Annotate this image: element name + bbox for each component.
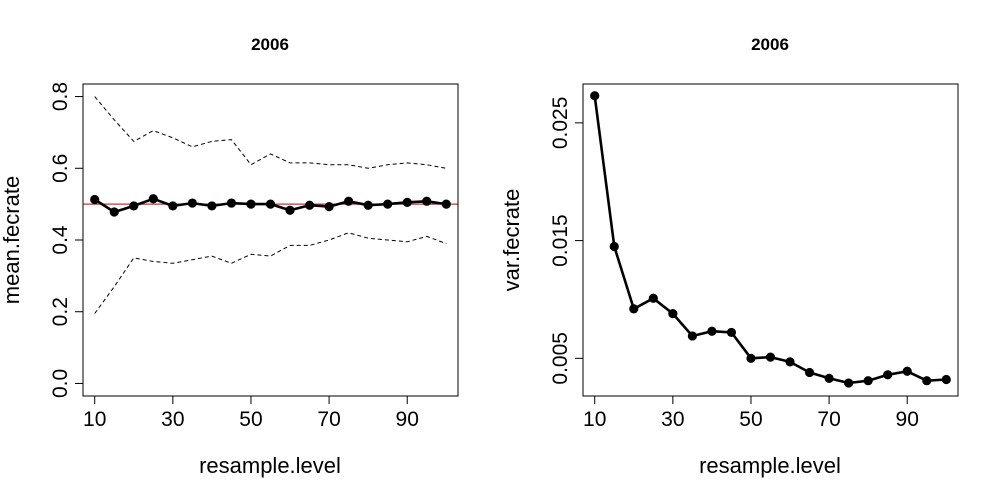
left-series-mean-point [187,198,197,208]
right-series-variance-point [785,357,795,367]
right-series-variance-point [863,376,873,386]
right-x-tick-label: 30 [661,408,684,431]
left-y-tick-label: 0.0 [49,369,72,398]
left-series-mean-point [344,196,354,206]
right-title: 2006 [751,35,789,54]
left-y-tick-label: 0.2 [49,297,72,326]
left-plot-frame [82,83,459,397]
left-x-tick-label: 10 [83,408,106,431]
right-series-variance-point [746,353,756,363]
left-x-tick-label: 90 [396,408,419,431]
left-series-mean-point [422,196,432,206]
right-series-variance-point [609,241,619,252]
right-series-variance-point [590,91,600,101]
right-series-variance-point [726,327,737,338]
left-x-tick-label: 70 [317,408,340,431]
right-series-variance-point [902,366,912,376]
left-x-tick-label: 30 [161,408,184,431]
left-series-mean-point [402,197,412,207]
left-y-tick-label: 0.6 [49,154,72,183]
right-series-variance-point [922,376,932,386]
right-x-tick-label: 90 [896,408,919,431]
left-series-mean-point [148,194,158,204]
right-y-tick-label: 0.005 [549,332,572,385]
right-x-tick-label: 50 [739,408,762,431]
left-panel: 2006 10 30 50 70 90 0.0 0.2 0.4 0.6 0.8 resample.… [0,35,459,478]
left-series-mean-point [285,205,295,215]
left-y-axis-label: mean.fecrate [0,176,24,304]
left-series-mean-point [246,199,256,209]
right-series-variance-point [824,373,834,383]
right-y-axis-label: var.fecrate [499,189,524,292]
left-plot-area: 10 30 50 70 90 0.0 0.2 0.4 0.6 0.8 [49,82,458,431]
right-x-tick-label: 70 [817,408,840,431]
right-panel: 2006 10 30 50 70 90 0.005 0.015 0.025 resample.… [499,35,959,478]
left-series-mean-point [441,199,451,209]
right-series-variance-point [883,370,893,380]
right-x-tick-label: 10 [583,408,606,431]
right-series-variance-point [687,331,697,341]
left-x-tick-label: 50 [239,408,262,431]
left-y-tick-label: 0.8 [49,82,72,111]
right-series-variance-point [765,352,776,362]
left-x-axis-label: resample.level [199,453,341,478]
left-y-tick-label: 0.4 [49,225,72,255]
left-series-mean-point [207,201,217,211]
left-series-mean-point [324,202,334,212]
left-series-mean-point [383,199,393,209]
right-series-variance-point [629,304,639,314]
right-series-variance-point [648,293,658,303]
left-series-mean-point [304,200,315,210]
left-series-mean-point [90,194,100,205]
left-series-mean-point [109,207,119,217]
left-series-mean-point [129,201,139,211]
right-series-variance-line [593,95,947,385]
right-series-variance-point [668,308,678,319]
right-plot-area: 10 30 50 70 90 0.005 0.015 0.025 [549,91,951,431]
right-series-variance-point [707,326,717,336]
right-series-variance-point [804,367,815,378]
right-series-variance-point [844,378,854,388]
left-series-mean-point [265,199,276,209]
left-series-upper-line [94,96,447,169]
right-plot-frame [582,83,959,397]
right-y-tick-label: 0.015 [549,214,572,267]
right-series-variance-point [941,374,951,385]
left-series-mean-point [226,198,237,208]
right-x-axis-label: resample.level [699,453,841,478]
right-y-tick-label: 0.025 [549,97,572,150]
left-title: 2006 [251,35,289,54]
left-series-mean-point [168,201,178,211]
left-series-lower-line [94,232,447,314]
left-series-mean-point [363,200,373,210]
